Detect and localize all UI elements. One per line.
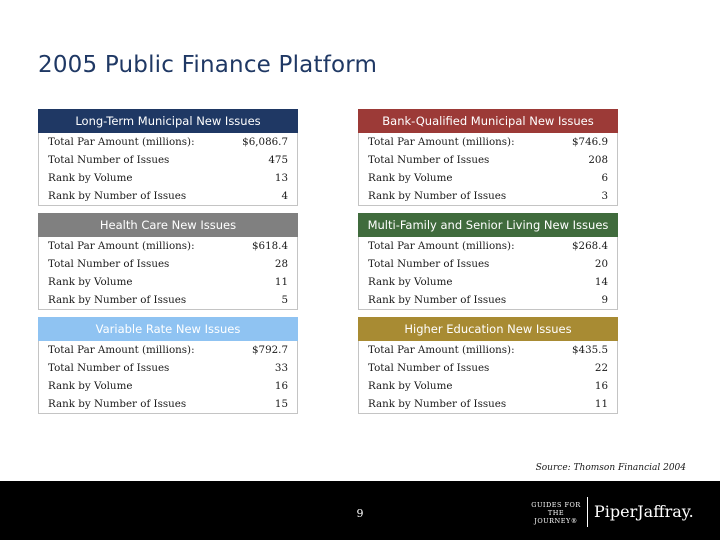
row-label: Rank by Volume: [368, 380, 453, 392]
brand-logo: PiperJaffray.: [594, 502, 694, 521]
table-row: Rank by Volume 11: [39, 273, 297, 291]
row-value: $746.9: [571, 136, 608, 148]
row-label: Rank by Number of Issues: [48, 190, 187, 202]
row-value: 11: [274, 276, 288, 288]
table-row: Total Number of Issues 28: [39, 255, 297, 273]
row-value: $618.4: [251, 240, 288, 252]
row-value: $435.5: [571, 344, 608, 356]
row-value: 20: [594, 258, 608, 270]
panel-header: Multi-Family and Senior Living New Issue…: [358, 213, 618, 237]
panel-header: Bank-Qualified Municipal New Issues: [358, 109, 618, 133]
row-value: 16: [594, 380, 608, 392]
row-value: 11: [594, 398, 608, 410]
row-label: Rank by Number of Issues: [368, 398, 507, 410]
row-value: 4: [281, 190, 288, 202]
row-value: $792.7: [251, 344, 288, 356]
row-label: Rank by Number of Issues: [368, 294, 507, 306]
table-row: Rank by Volume 14: [359, 273, 617, 291]
logo-divider: [587, 497, 588, 527]
panel-table: Total Par Amount (millions): $435.5 Total…: [358, 341, 618, 414]
row-label: Total Number of Issues: [48, 362, 170, 374]
panel-header: Health Care New Issues: [38, 213, 298, 237]
table-row: Rank by Number of Issues 3: [359, 187, 617, 205]
panel-table: Total Par Amount (millions): $268.4 Total…: [358, 237, 618, 310]
row-label: Total Number of Issues: [48, 154, 170, 166]
table-row: Rank by Number of Issues 4: [39, 187, 297, 205]
row-label: Rank by Number of Issues: [48, 294, 187, 306]
panel-higher-education: Higher Education New Issues Total Par Am…: [358, 317, 618, 414]
row-label: Rank by Volume: [48, 380, 133, 392]
table-row: Rank by Number of Issues 15: [39, 395, 297, 413]
panel-long-term-municipal: Long-Term Municipal New Issues Total Par…: [38, 109, 298, 206]
table-row: Total Par Amount (millions): $792.7: [39, 341, 297, 359]
panel-header: Higher Education New Issues: [358, 317, 618, 341]
row-value: 14: [594, 276, 608, 288]
panel-header: Variable Rate New Issues: [38, 317, 298, 341]
panel-variable-rate: Variable Rate New Issues Total Par Amoun…: [38, 317, 298, 414]
row-value: 475: [268, 154, 288, 166]
table-row: Rank by Number of Issues 5: [39, 291, 297, 309]
row-label: Rank by Volume: [48, 172, 133, 184]
row-label: Total Par Amount (millions):: [368, 136, 515, 148]
table-row: Total Par Amount (millions): $618.4: [39, 237, 297, 255]
row-value: 208: [588, 154, 608, 166]
table-row: Total Par Amount (millions): $435.5: [359, 341, 617, 359]
row-label: Rank by Number of Issues: [368, 190, 507, 202]
row-value: 6: [601, 172, 608, 184]
row-label: Rank by Volume: [48, 276, 133, 288]
row-value: 3: [601, 190, 608, 202]
page-title: 2005 Public Finance Platform: [38, 52, 378, 78]
table-row: Rank by Number of Issues 11: [359, 395, 617, 413]
row-label: Total Par Amount (millions):: [368, 344, 515, 356]
table-row: Total Par Amount (millions): $746.9: [359, 133, 617, 151]
table-row: Rank by Volume 16: [359, 377, 617, 395]
table-row: Total Number of Issues 33: [39, 359, 297, 377]
table-row: Total Par Amount (millions): $268.4: [359, 237, 617, 255]
row-value: 13: [274, 172, 288, 184]
row-label: Rank by Volume: [368, 276, 453, 288]
row-label: Total Par Amount (millions):: [48, 344, 195, 356]
row-label: Rank by Number of Issues: [48, 398, 187, 410]
row-value: 15: [274, 398, 288, 410]
row-label: Total Number of Issues: [368, 154, 490, 166]
row-value: 9: [601, 294, 608, 306]
panel-table: Total Par Amount (millions): $6,086.7 Tot…: [38, 133, 298, 206]
table-row: Rank by Volume 13: [39, 169, 297, 187]
logo-tagline-line2: THE JOURNEY®: [534, 509, 578, 525]
panel-bank-qualified-municipal: Bank-Qualified Municipal New Issues Tota…: [358, 109, 618, 206]
row-value: $6,086.7: [242, 136, 288, 148]
panel-table: Total Par Amount (millions): $746.9 Total…: [358, 133, 618, 206]
logo-tagline-line1: GUIDES FOR: [531, 501, 581, 509]
table-row: Rank by Volume 6: [359, 169, 617, 187]
table-row: Total Number of Issues 20: [359, 255, 617, 273]
panel-header: Long-Term Municipal New Issues: [38, 109, 298, 133]
row-label: Total Par Amount (millions):: [368, 240, 515, 252]
row-value: 5: [281, 294, 288, 306]
row-label: Rank by Volume: [368, 172, 453, 184]
row-label: Total Number of Issues: [368, 258, 490, 270]
table-row: Rank by Volume 16: [39, 377, 297, 395]
table-row: Total Number of Issues 22: [359, 359, 617, 377]
row-label: Total Number of Issues: [48, 258, 170, 270]
source-note: Source: Thomson Financial 2004: [535, 463, 686, 473]
logo-tagline: GUIDES FOR THE JOURNEY®: [528, 501, 584, 525]
panel-multi-family-senior-living: Multi-Family and Senior Living New Issue…: [358, 213, 618, 310]
footer-bar: [0, 481, 720, 540]
row-value: 22: [594, 362, 608, 374]
table-row: Total Number of Issues 208: [359, 151, 617, 169]
row-label: Total Par Amount (millions):: [48, 136, 195, 148]
table-row: Total Par Amount (millions): $6,086.7: [39, 133, 297, 151]
page-number: 9: [356, 507, 364, 520]
row-label: Total Number of Issues: [368, 362, 490, 374]
table-row: Total Number of Issues 475: [39, 151, 297, 169]
row-label: Total Par Amount (millions):: [48, 240, 195, 252]
row-value: 16: [274, 380, 288, 392]
table-row: Rank by Number of Issues 9: [359, 291, 617, 309]
panel-table: Total Par Amount (millions): $618.4 Total…: [38, 237, 298, 310]
row-value: $268.4: [571, 240, 608, 252]
panel-table: Total Par Amount (millions): $792.7 Total…: [38, 341, 298, 414]
row-value: 28: [274, 258, 288, 270]
panel-health-care: Health Care New Issues Total Par Amount …: [38, 213, 298, 310]
row-value: 33: [274, 362, 288, 374]
